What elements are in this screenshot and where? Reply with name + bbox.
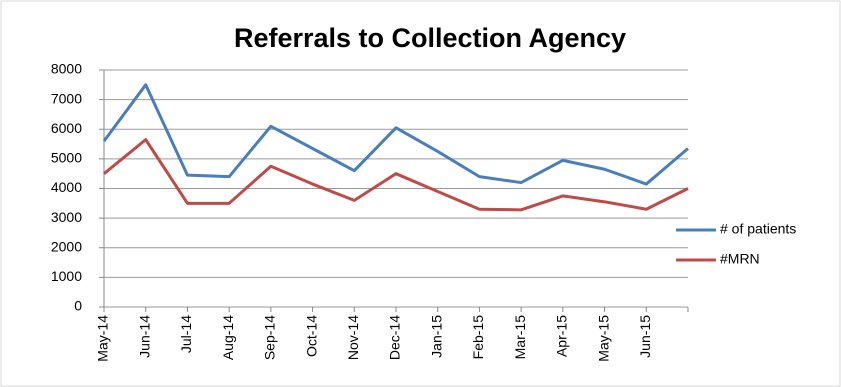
y-tick-label: 3000 <box>51 209 82 225</box>
y-tick-label: 1000 <box>51 268 82 284</box>
x-tick-label: Jan-15 <box>428 315 444 358</box>
x-tick-label: Feb-15 <box>470 315 486 360</box>
y-tick-label: 2000 <box>51 238 82 254</box>
x-tick-label: Jul-14 <box>178 315 194 353</box>
series-line <box>103 138 689 212</box>
x-tick-label: Aug-14 <box>220 315 236 360</box>
y-tick-label: 6000 <box>51 120 82 136</box>
y-tick-label: 4000 <box>51 179 82 195</box>
x-tick-label: May-14 <box>95 315 111 362</box>
y-tick-label: 5000 <box>51 150 82 166</box>
x-tick-label: Jun-14 <box>136 315 152 358</box>
x-tick-label: Apr-15 <box>554 315 570 357</box>
y-tick-label: 8000 <box>51 61 82 77</box>
x-tick-label: Dec-14 <box>387 315 403 360</box>
series-line <box>102 83 689 186</box>
y-tick-label: 7000 <box>51 90 82 106</box>
x-tick-label: Mar-15 <box>512 315 528 360</box>
x-tick-label: Jun-15 <box>637 315 653 358</box>
chart-title: Referrals to Collection Agency <box>234 23 626 53</box>
x-tick-label: Nov-14 <box>345 315 361 360</box>
x-tick-label: Oct-14 <box>303 315 319 357</box>
legend-label: # of patients <box>720 221 796 237</box>
x-tick-label: May-15 <box>595 315 611 362</box>
legend-label: #MRN <box>720 251 760 267</box>
x-tick-label: Sep-14 <box>262 315 278 360</box>
y-tick-label: 0 <box>74 298 82 314</box>
